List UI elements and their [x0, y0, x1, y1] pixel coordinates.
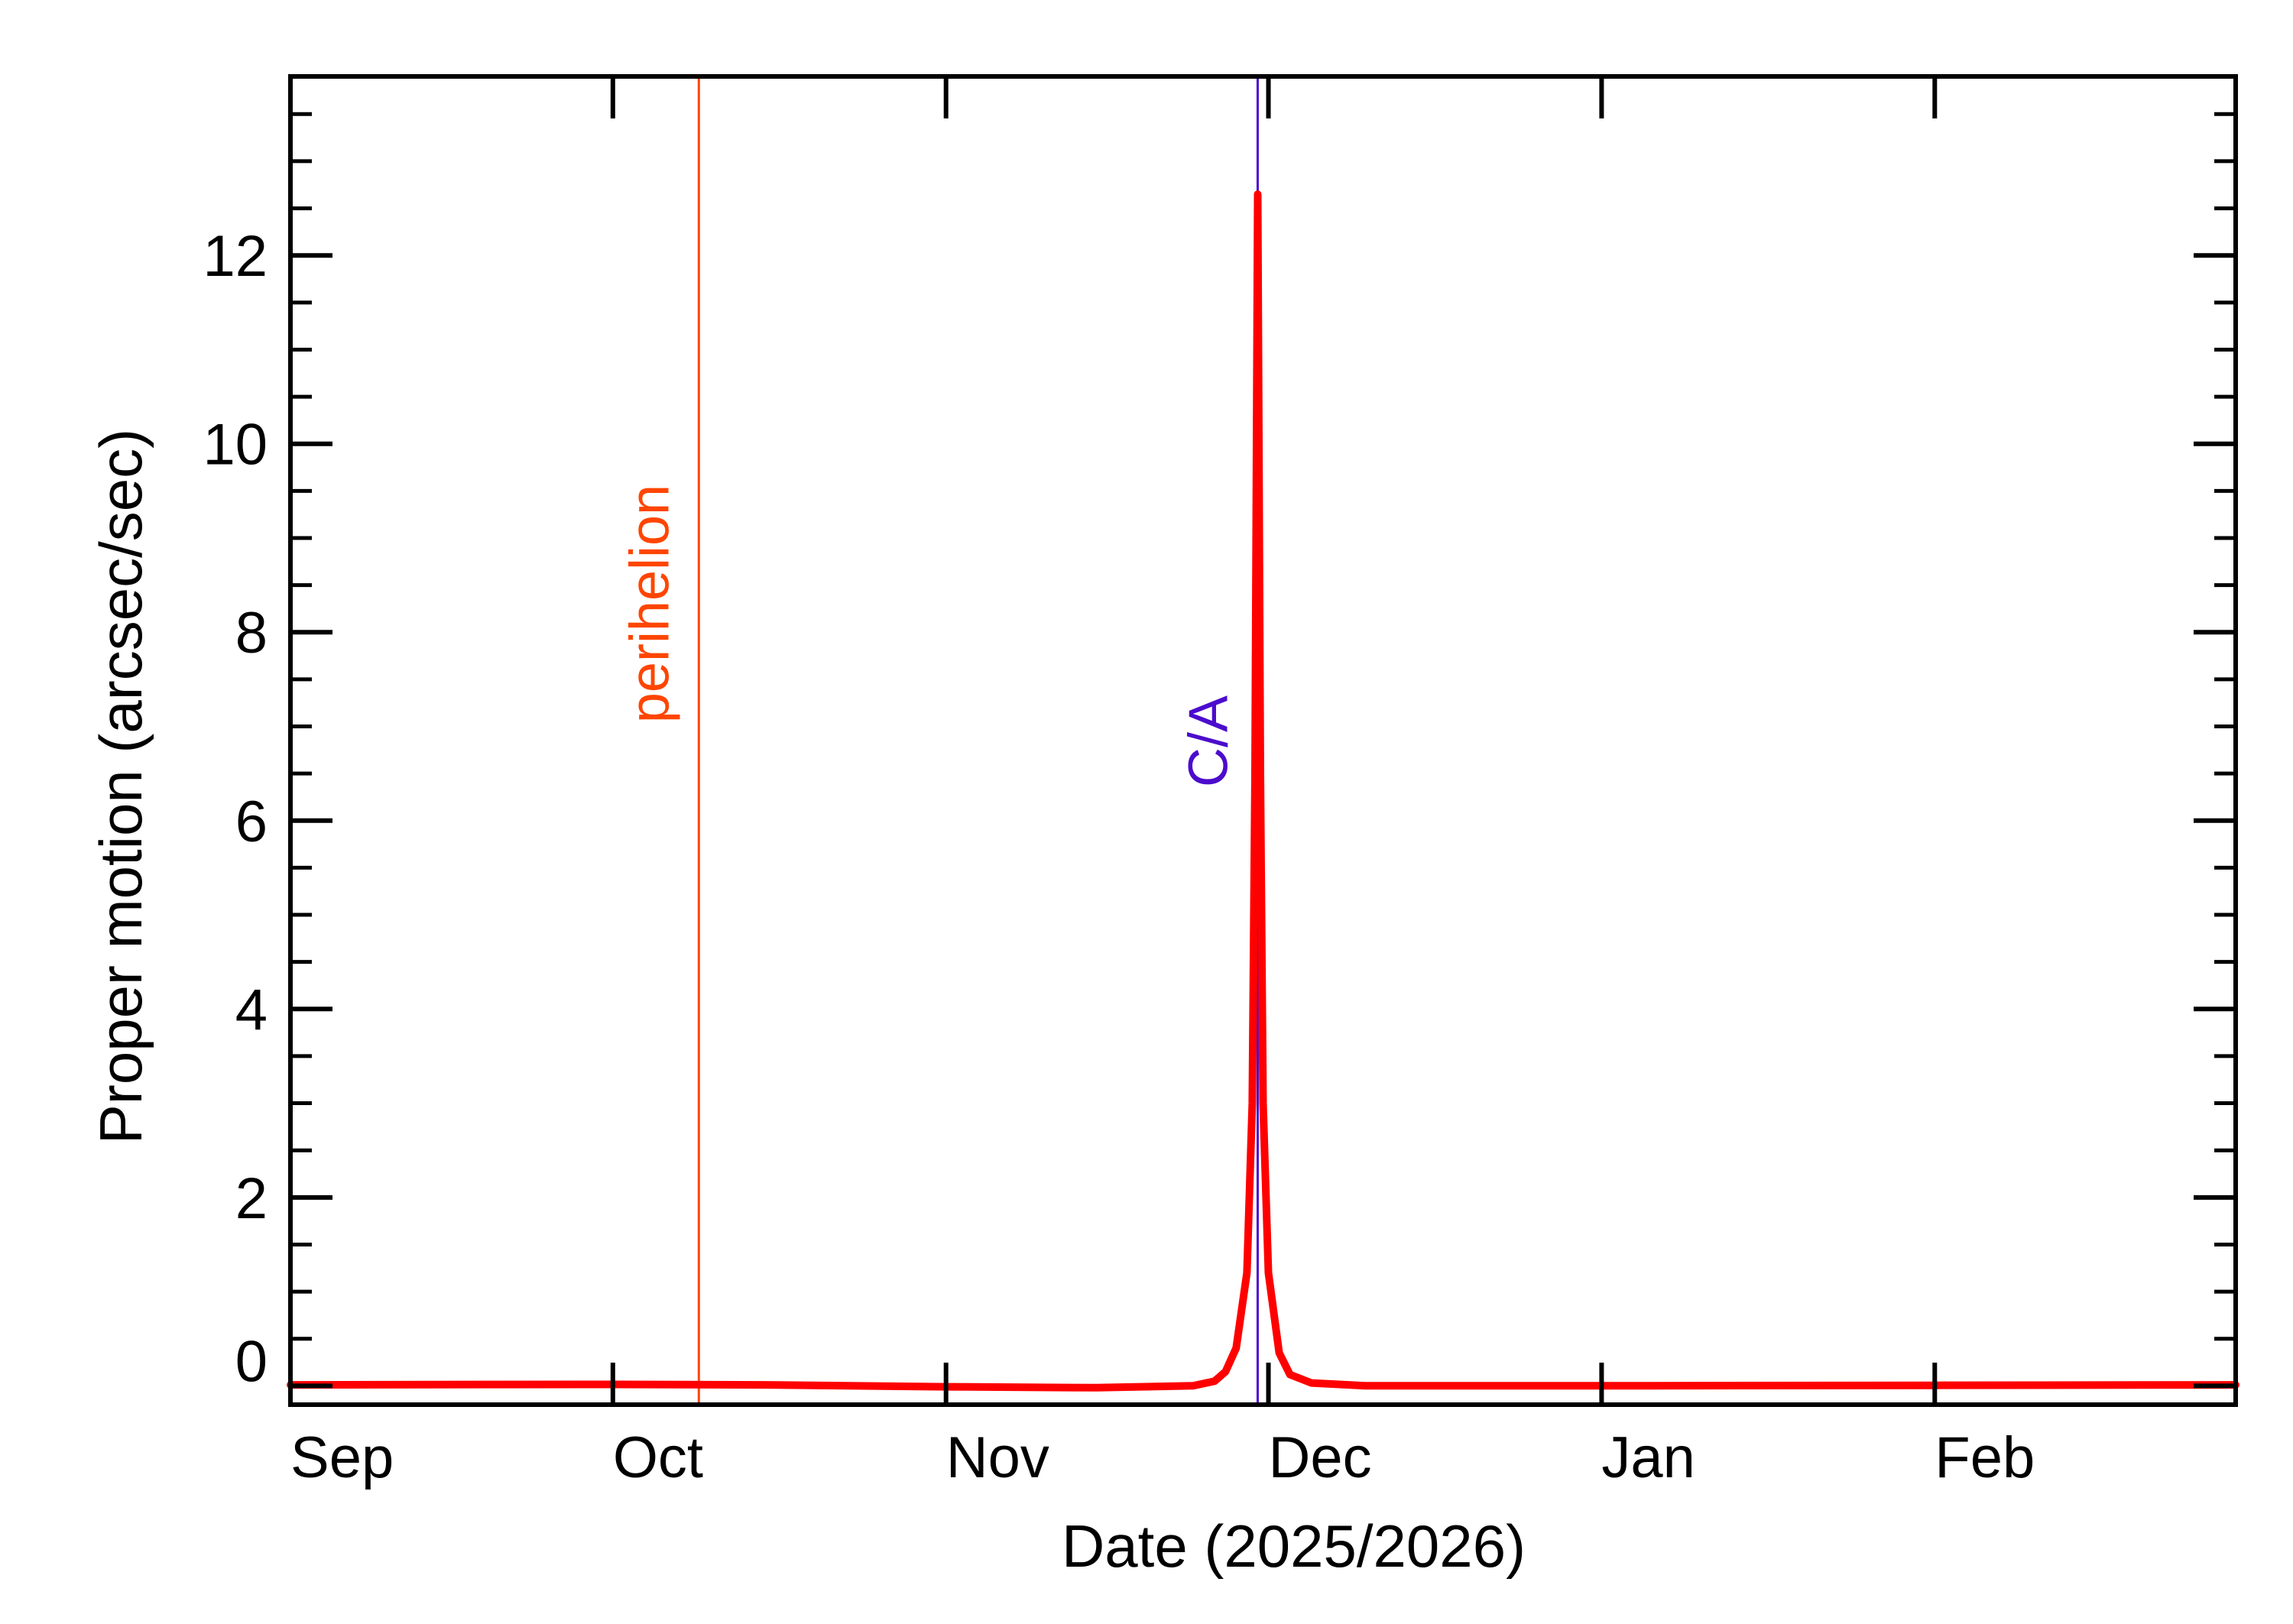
x-tick-label: Dec — [1269, 1425, 1372, 1490]
y-tick-label: 8 — [235, 601, 268, 666]
x-tick-label: Feb — [1935, 1425, 2035, 1490]
plot-frame — [288, 74, 2238, 1407]
y-tick-label: 10 — [203, 413, 268, 478]
y-tick-label: 4 — [235, 977, 268, 1042]
axis-ticks — [288, 76, 2236, 1405]
marker-label: C/A — [1178, 695, 1239, 787]
x-tick-label: Sep — [290, 1425, 394, 1490]
y-tick-label: 6 — [235, 789, 268, 854]
x-tick-label: Jan — [1601, 1425, 1695, 1490]
x-tick-label: Oct — [613, 1425, 703, 1490]
data-series — [287, 190, 2239, 1392]
y-axis-label: Proper motion (arcsec/sec) — [87, 429, 154, 1144]
y-tick-label: 0 — [235, 1329, 268, 1394]
y-tick-label: 12 — [203, 224, 268, 289]
x-axis-label: Date (2025/2026) — [1062, 1512, 1526, 1580]
tick-labels: Sep Oct Nov Dec Jan Feb 0 2 4 6 8 10 12 — [203, 224, 2035, 1490]
event-markers: perihelion C/A — [619, 76, 1259, 1405]
y-tick-label: 2 — [235, 1166, 268, 1231]
marker-label: perihelion — [619, 485, 680, 723]
x-tick-label: Nov — [946, 1425, 1049, 1490]
series-line — [287, 190, 2239, 1392]
